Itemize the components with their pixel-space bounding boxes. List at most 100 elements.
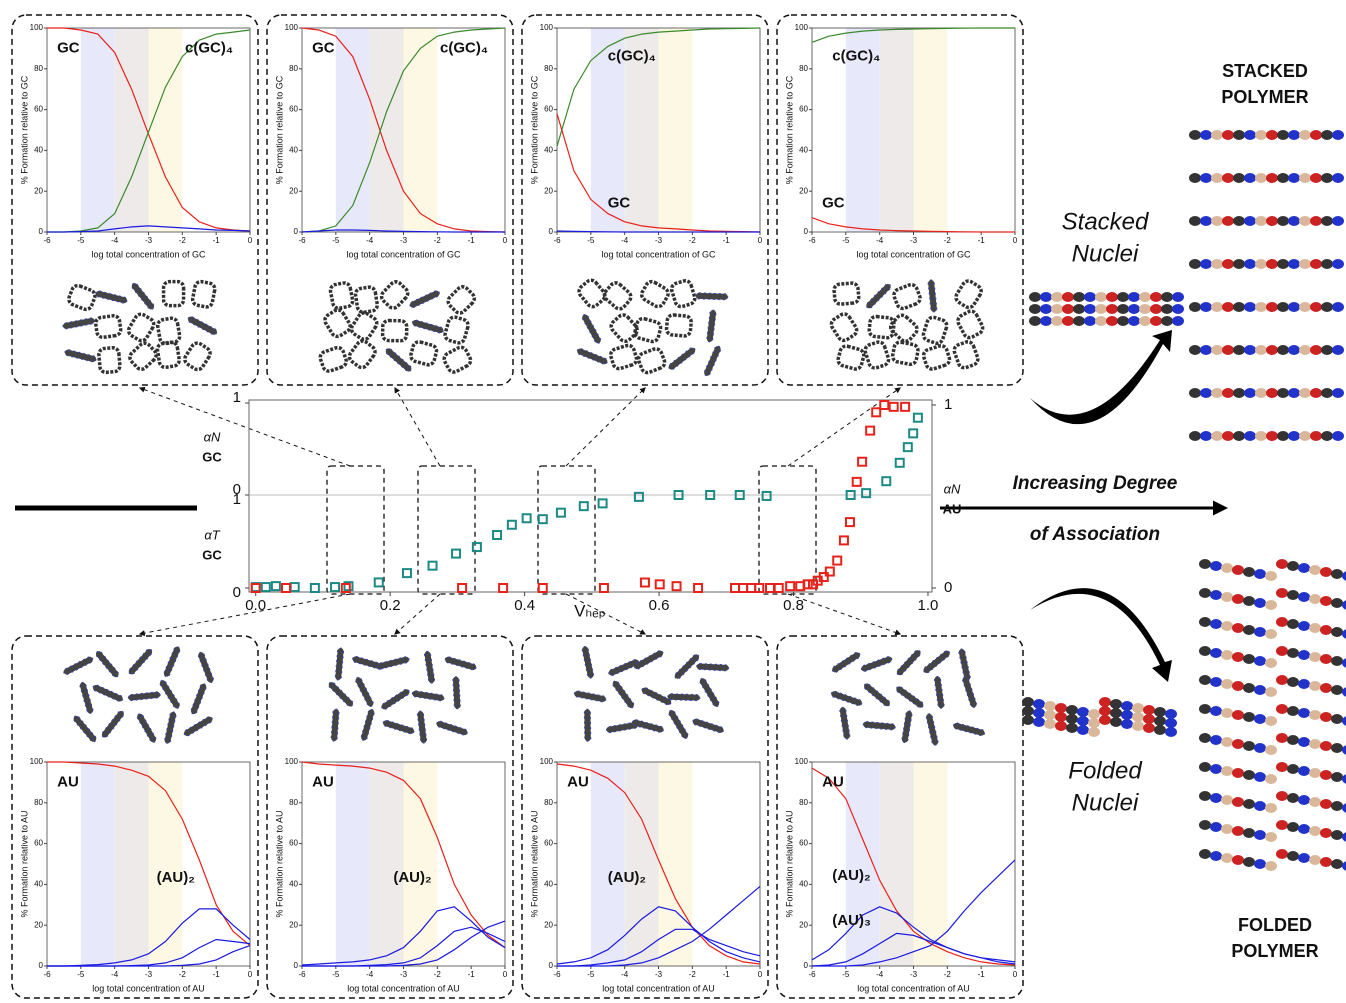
y-tick-label: 80 [544,798,553,807]
y-tick-label: 100 [285,757,299,766]
x-tick-label: 0.8 [783,597,804,614]
polymer-bead [1277,345,1289,355]
x-axis-label: log total concentration of AU [92,983,205,993]
y-tick-label: 40 [34,146,43,155]
polymer-bead [1200,216,1212,226]
polymer-bead [1287,764,1299,774]
molecule [360,708,375,741]
molecule [862,721,896,731]
molecule [183,341,212,372]
y-tick-label: 20 [289,186,298,195]
polymer-bead [1154,725,1166,735]
data-point [280,583,291,593]
series-label: (AU)₂ [393,869,431,886]
x-tick-label: 0.4 [514,597,535,614]
polymer-bead [1055,712,1067,722]
polymer-strand [1029,316,1184,326]
y-tick-label: 0 [944,579,952,596]
x-tick-label: -5 [842,970,850,979]
polymer-bead [1117,316,1129,326]
molecule [380,318,409,343]
series-line [811,767,1016,966]
y-tick-label: 100 [795,23,809,32]
polymer-bead [1277,130,1289,140]
x-tick-label: -1 [978,970,986,979]
polymer-bead [1040,292,1052,302]
polymer-bead [1150,292,1162,302]
x-tick-label: -3 [145,236,153,245]
data-point [785,581,796,592]
x-tick-label: -3 [400,970,408,979]
polymer-bead [1066,723,1078,733]
polymer-bead [1161,292,1173,302]
polymer-bead [1110,699,1122,709]
polymer-bead [1321,130,1333,140]
molecule [703,345,722,377]
molecule [892,282,922,311]
polymer-bead [1298,853,1310,863]
y-tick-label: 100 [795,757,809,766]
polymer-bead [1287,561,1299,571]
polymer-bead [1132,703,1144,713]
molecule [641,687,672,706]
polymer-bead [1106,292,1118,302]
polymer-bead [1200,345,1212,355]
polymer-bead [1200,259,1212,269]
polymer-bead [1117,304,1129,314]
polymer-bead [1132,721,1144,731]
y-tick-label: 60 [34,105,43,114]
y-tick-label: 100 [285,23,299,32]
polymer-bead [1084,316,1096,326]
molecule [411,690,445,702]
polymer-bead [1342,687,1346,697]
polymer-bead [1255,431,1267,441]
polymer-bead [1309,565,1321,575]
molecule [73,715,97,743]
polymer-bead [1299,173,1311,183]
polymer-bead [1077,716,1089,726]
molecule [155,316,182,346]
polymer-bead [1277,259,1289,269]
polymer-bead [1233,130,1245,140]
polymer-bead [1276,646,1288,656]
polymer-bead [1044,701,1056,711]
molecule [954,279,983,310]
molecule [190,683,207,715]
polymer-bead [1254,830,1266,840]
polymer-bead [1222,302,1234,312]
polymer-bead [1106,304,1118,314]
polymer-bead [1265,716,1277,726]
polymer-bead [1265,832,1277,842]
polymer-bead [1172,292,1184,302]
molecule [890,340,920,367]
polymer-strand [1022,706,1177,728]
x-tick-label: 0 [758,970,763,979]
polymer-bead [1331,743,1343,753]
x-tick-label: -5 [332,970,340,979]
polymer-strand [1189,388,1344,398]
polymer-bead [1189,388,1201,398]
data-point [900,401,911,412]
molecule [829,312,859,343]
molecule [62,317,96,330]
y-tick-label: 0 [233,584,241,601]
polymer-bead [1332,173,1344,183]
polymer-bead [1200,173,1212,183]
series-line [811,932,1016,967]
shaded-range [879,762,914,966]
data-point [764,583,775,593]
molecule [164,711,177,744]
polymer-strand [1189,431,1344,441]
series-line [811,27,1015,43]
y-tick-label: 100 [540,23,554,32]
series-line [812,859,1016,967]
polymer-bead [1232,594,1244,604]
polymer-strand [1189,302,1344,312]
molecule [155,340,181,370]
polymer-bead [1088,718,1100,728]
series-line [556,230,760,233]
y-tick-label: 40 [799,880,808,889]
polymer-bead [1210,735,1222,745]
molecule [667,693,701,702]
